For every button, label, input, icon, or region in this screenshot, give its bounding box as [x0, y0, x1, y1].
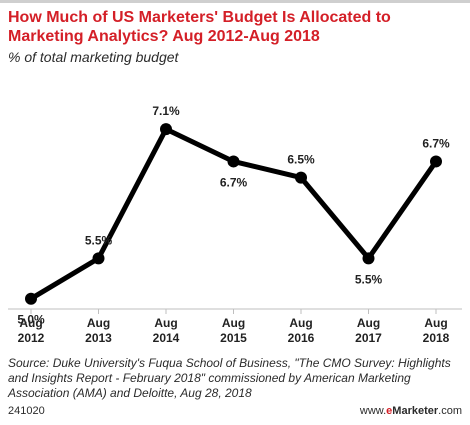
data-label-2: 7.1% [152, 104, 180, 118]
x-tick-label-1-0: Aug [87, 316, 110, 330]
line-chart: Aug2012Aug2013Aug2014Aug2015Aug2016Aug20… [8, 104, 462, 345]
chart-title: How Much of US Marketers' Budget Is Allo… [8, 9, 391, 45]
data-point-4 [295, 171, 307, 184]
brand-suffix: .com [438, 405, 462, 417]
chart-subtitle: % of total marketing budget [8, 49, 179, 65]
data-point-1 [92, 252, 105, 265]
data-label-4: 6.5% [287, 153, 315, 167]
top-rule [0, 0, 470, 3]
data-point-5 [362, 252, 375, 265]
brand-credit: www.eMarketer.com [360, 405, 462, 417]
x-tick-label-6-1: 2018 [423, 331, 450, 345]
x-tick-label-1-1: 2013 [85, 331, 112, 345]
x-tick-label-0-1: 2012 [18, 331, 45, 345]
chart-id: 241020 [8, 405, 45, 417]
data-point-2 [160, 123, 172, 136]
data-point-6 [430, 155, 442, 168]
brand-e: e [386, 405, 393, 417]
x-tick-label-5-0: Aug [357, 316, 380, 330]
data-label-6: 6.7% [422, 136, 450, 150]
brand-name: Marketer [392, 405, 439, 417]
x-tick-label-3-0: Aug [222, 316, 245, 330]
brand-prefix: www. [359, 405, 387, 417]
data-label-3: 6.7% [220, 175, 248, 189]
x-tick-label-2-1: 2014 [153, 331, 180, 345]
x-tick-label-0-0: Aug [19, 316, 42, 330]
data-point-3 [227, 155, 240, 168]
data-label-0: 5.0% [17, 313, 45, 327]
x-tick-label-4-0: Aug [289, 316, 312, 330]
source-note: Source: Duke University's Fuqua School o… [8, 356, 451, 400]
data-label-5: 5.5% [355, 272, 383, 286]
x-tick-label-2-0: Aug [154, 316, 177, 330]
x-tick-label-3-1: 2015 [220, 331, 247, 345]
data-point-0 [25, 292, 37, 305]
x-tick-label-6-0: Aug [424, 316, 447, 330]
x-tick-label-4-1: 2016 [288, 331, 315, 345]
data-label-1: 5.5% [85, 233, 113, 247]
x-tick-label-5-1: 2017 [355, 331, 382, 345]
